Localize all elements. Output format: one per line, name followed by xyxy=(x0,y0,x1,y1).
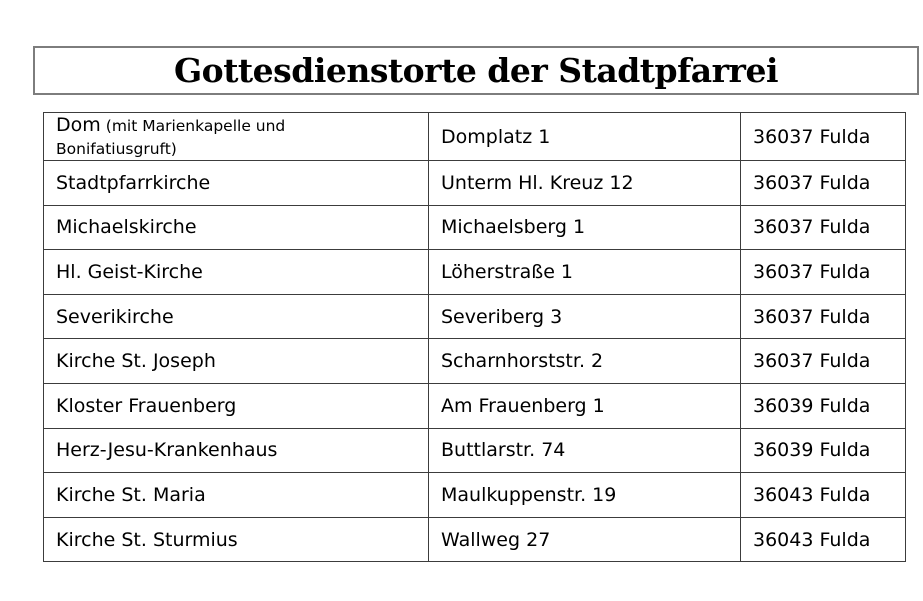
church-name-cell: Stadtpfarrkirche xyxy=(43,160,429,206)
table-row: Kirche St. Joseph Scharnhorststr. 2 3603… xyxy=(43,338,906,384)
church-name-wrap: Michaelskirche xyxy=(56,216,372,238)
church-name-cell: Dom (mit Marienkapelle und Bonifatiusgruf… xyxy=(43,112,429,161)
postal-city-cell: 36039 Fulda xyxy=(740,382,906,429)
address-cell: Buttlarstr. 74 xyxy=(428,427,741,474)
address-cell: Michaelsberg 1 xyxy=(428,204,741,251)
church-name-wrap: Dom (mit Marienkapelle und Bonifatiusgruf… xyxy=(56,114,372,158)
table-row: Severikirche Severiberg 3 36037 Fulda xyxy=(43,293,906,340)
table-row: Herz-Jesu-Krankenhaus Buttlarstr. 74 360… xyxy=(43,427,906,474)
church-name-cell: Kirche St. Sturmius xyxy=(43,516,429,563)
table-row: Dom (mit Marienkapelle und Bonifatiusgruf… xyxy=(43,112,906,161)
address-cell: Scharnhorststr. 2 xyxy=(428,338,741,384)
church-name: Severikirche xyxy=(56,305,174,328)
church-name-cell: Michaelskirche xyxy=(43,204,429,251)
church-name-cell: Kirche St. Joseph xyxy=(43,338,429,384)
address-cell: Maulkuppenstr. 19 xyxy=(428,472,741,518)
table-row: Michaelskirche Michaelsberg 1 36037 Fuld… xyxy=(43,204,906,251)
church-name: Dom xyxy=(56,114,101,137)
church-name-wrap: Kirche St. Joseph xyxy=(56,350,372,372)
church-name-wrap: Stadtpfarrkirche xyxy=(56,172,372,194)
table-row: Kirche St. Maria Maulkuppenstr. 19 36043… xyxy=(43,472,906,518)
church-name: Herz-Jesu-Krankenhaus xyxy=(56,439,278,462)
page-title: Gottesdienstorte der Stadtpfarrei xyxy=(174,51,778,90)
church-name: Kirche St. Joseph xyxy=(56,350,216,373)
church-name: Michaelskirche xyxy=(56,216,197,239)
address-cell: Löherstraße 1 xyxy=(428,249,741,295)
church-name-cell: Kirche St. Maria xyxy=(43,472,429,518)
address-cell: Severiberg 3 xyxy=(428,293,741,340)
church-name-wrap: Kirche St. Maria xyxy=(56,484,372,506)
postal-city-cell: 36043 Fulda xyxy=(740,516,906,563)
church-name: Kirche St. Maria xyxy=(56,483,206,506)
table-row: Stadtpfarrkirche Unterm Hl. Kreuz 12 360… xyxy=(43,160,906,206)
table-row: Kirche St. Sturmius Wallweg 27 36043 Ful… xyxy=(43,516,906,563)
postal-city-cell: 36037 Fulda xyxy=(740,293,906,340)
address-cell: Wallweg 27 xyxy=(428,516,741,563)
address-cell: Domplatz 1 xyxy=(428,112,741,161)
postal-city-cell: 36039 Fulda xyxy=(740,427,906,474)
table-row: Hl. Geist-Kirche Löherstraße 1 36037 Ful… xyxy=(43,249,906,295)
church-name-wrap: Kloster Frauenberg xyxy=(56,395,372,417)
church-name: Kloster Frauenberg xyxy=(56,394,237,417)
postal-city-cell: 36037 Fulda xyxy=(740,160,906,206)
church-name-wrap: Severikirche xyxy=(56,306,372,328)
church-name-wrap: Herz-Jesu-Krankenhaus xyxy=(56,439,372,461)
church-name-cell: Kloster Frauenberg xyxy=(43,382,429,429)
church-name: Hl. Geist-Kirche xyxy=(56,260,203,283)
church-name-cell: Severikirche xyxy=(43,293,429,340)
postal-city-cell: 36043 Fulda xyxy=(740,472,906,518)
table-row: Kloster Frauenberg Am Frauenberg 1 36039… xyxy=(43,382,906,429)
postal-city-cell: 36037 Fulda xyxy=(740,204,906,251)
church-name-wrap: Kirche St. Sturmius xyxy=(56,529,372,551)
postal-city-cell: 36037 Fulda xyxy=(740,112,906,161)
church-name-wrap: Hl. Geist-Kirche xyxy=(56,261,372,283)
address-cell: Unterm Hl. Kreuz 12 xyxy=(428,160,741,206)
church-name-cell: Herz-Jesu-Krankenhaus xyxy=(43,427,429,474)
church-name-cell: Hl. Geist-Kirche xyxy=(43,249,429,295)
church-name: Stadtpfarrkirche xyxy=(56,171,211,194)
address-cell: Am Frauenberg 1 xyxy=(428,382,741,429)
church-name: Kirche St. Sturmius xyxy=(56,528,238,551)
church-name-note: (mit Marienkapelle und Bonifatiusgruft) xyxy=(56,117,286,158)
worship-locations-table: Dom (mit Marienkapelle und Bonifatiusgruf… xyxy=(43,112,906,563)
title-box: Gottesdienstorte der Stadtpfarrei xyxy=(33,46,919,95)
postal-city-cell: 36037 Fulda xyxy=(740,249,906,295)
postal-city-cell: 36037 Fulda xyxy=(740,338,906,384)
